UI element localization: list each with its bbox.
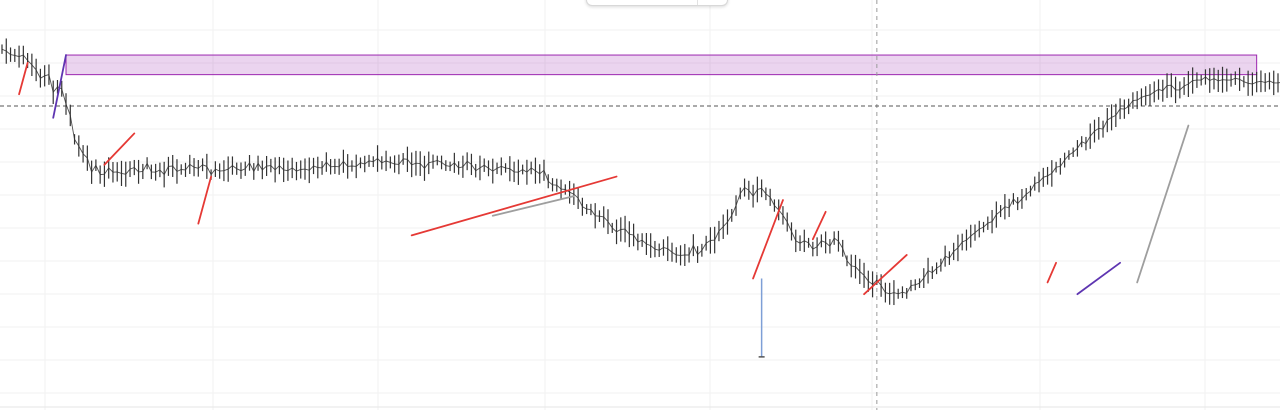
resistance-zone <box>65 54 1258 76</box>
trend-line <box>491 195 575 217</box>
price-series-line <box>1 48 1280 295</box>
trend-line <box>863 254 908 296</box>
trend-line <box>18 61 29 96</box>
trend-line <box>103 132 136 166</box>
trend-line <box>1136 124 1190 284</box>
trend-line <box>752 199 784 280</box>
trend-line <box>1046 261 1057 284</box>
trend-line <box>811 210 827 241</box>
toolbar-divider <box>697 0 698 5</box>
trend-line <box>52 54 67 119</box>
trend-line <box>197 175 213 225</box>
drawing-toolbar-stub[interactable] <box>586 0 728 6</box>
trend-line <box>410 175 618 237</box>
trend-line <box>1076 261 1122 296</box>
